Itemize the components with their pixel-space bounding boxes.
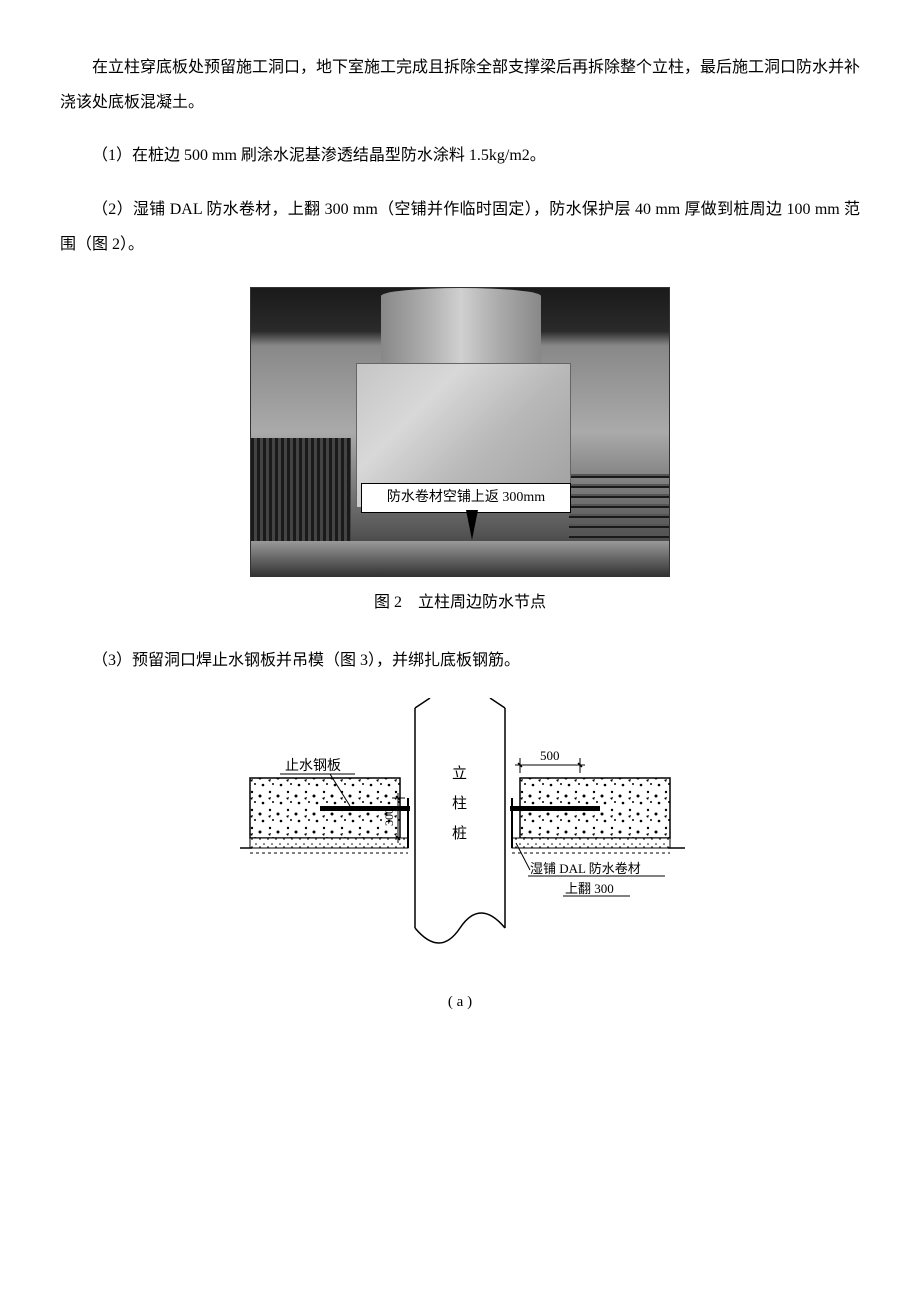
intro-paragraph: 在立柱穿底板处预留施工洞口，地下室施工完成且拆除全部支撑梁后再拆除整个立柱，最后… — [60, 50, 860, 120]
diagram-svg: 500 300 止水钢板 立 柱 桩 湿铺 DAL 防水卷材 上翻 300 — [230, 698, 690, 978]
label-pile: 桩 — [452, 825, 467, 842]
label-column2: 柱 — [452, 795, 467, 812]
break-top-right — [490, 698, 505, 708]
photo-ground — [251, 541, 669, 576]
waterstop-right — [510, 806, 600, 811]
step1-paragraph: （1）在桩边 500 mm 刷涂水泥基渗透结晶型防水涂料 1.5kg/m2。 — [60, 138, 860, 173]
label-membrane1: 湿铺 DAL 防水卷材 — [530, 861, 641, 876]
dim-300-text: 300 — [382, 808, 396, 826]
membrane-left — [250, 838, 408, 848]
figure-3-sublabel: ( a ) — [230, 986, 690, 1019]
label-membrane2: 上翻 300 — [565, 881, 614, 896]
photo-column — [381, 288, 541, 368]
membrane-right — [512, 838, 670, 848]
photo-pointer-arrow — [466, 510, 478, 540]
figure-3-diagram: 500 300 止水钢板 立 柱 桩 湿铺 DAL 防水卷材 上翻 300 ( … — [230, 698, 690, 1019]
label-column1: 立 — [452, 765, 467, 782]
dim-500-text: 500 — [540, 748, 560, 763]
photo-annotation-label: 防水卷材空铺上返 300mm — [361, 483, 571, 513]
label-waterstop: 止水钢板 — [285, 758, 341, 774]
waterstop-left — [320, 806, 410, 811]
break-top-left — [415, 698, 430, 708]
pile-bottom-curve — [415, 913, 505, 943]
figure-2: 防水卷材空铺上返 300mm 图 2 立柱周边防水节点 — [60, 287, 860, 618]
step3-paragraph: （3）预留洞口焊止水钢板并吊模（图 3），并绑扎底板钢筋。 — [60, 643, 860, 678]
figure-2-caption: 图 2 立柱周边防水节点 — [60, 589, 860, 618]
figure-2-photo: 防水卷材空铺上返 300mm — [250, 287, 670, 577]
step2-paragraph: （2）湿铺 DAL 防水卷材，上翻 300 mm（空铺并作临时固定），防水保护层… — [60, 192, 860, 262]
